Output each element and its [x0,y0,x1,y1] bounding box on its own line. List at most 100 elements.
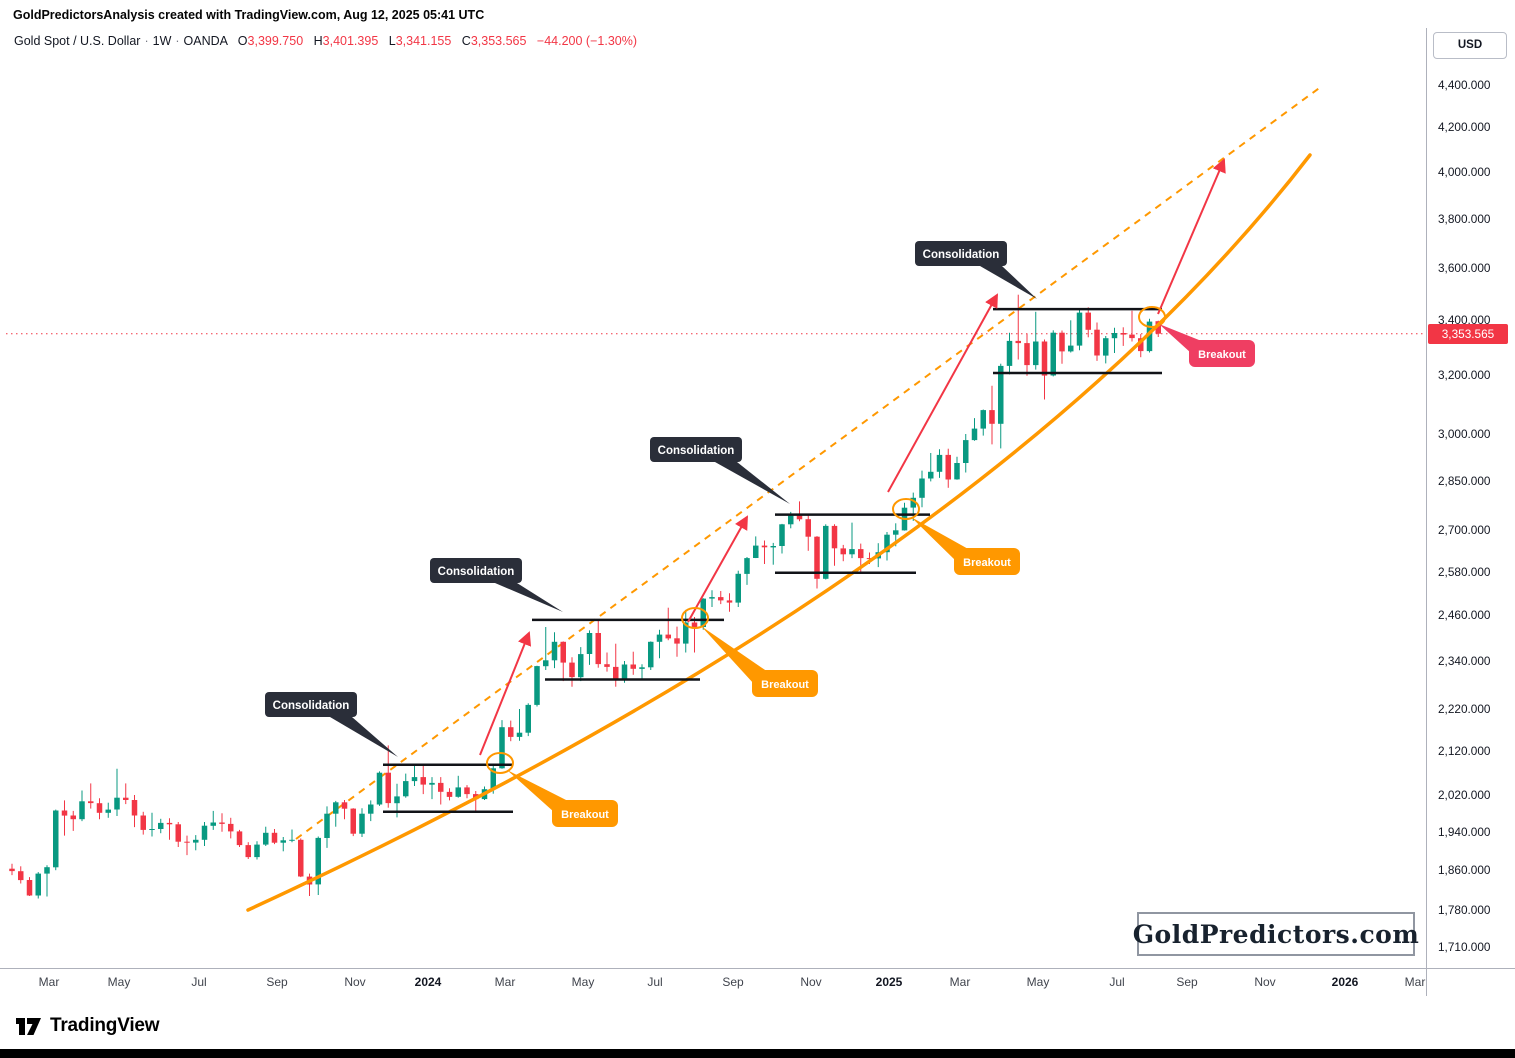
channel-upper-dashed-line[interactable] [295,85,1323,840]
price-axis-label: 1,710.000 [1438,940,1491,954]
interval-label[interactable]: 1W [152,34,172,48]
high-value: 3,401.395 [322,34,379,48]
candle-body [910,497,916,508]
time-axis-label[interactable]: May [1026,975,1050,989]
candle-body [236,831,243,846]
candle-body [210,822,216,826]
rally-arrow [687,515,748,623]
low-value: 3,341.155 [395,34,452,48]
consolidation-label: Consolidation [438,566,515,578]
candle-body [971,428,978,441]
candle-body [814,536,820,579]
time-axis-label[interactable]: Jul [647,975,663,989]
symbol-name[interactable]: Gold Spot / U.S. Dollar [14,34,141,48]
price-axis-label: 2,850.000 [1438,474,1491,488]
candle-body [1111,333,1118,339]
candle-body [464,787,470,795]
breakout-annotation[interactable]: Breakout [486,752,618,827]
candle-body [604,664,610,667]
tradingview-logo-text[interactable]: TradingView [50,1015,160,1036]
candle-body [796,515,803,520]
time-axis-label[interactable]: Nov [800,975,822,989]
candle-body [1085,312,1091,330]
price-axis-label: 3,600.000 [1438,261,1491,275]
breakout-annotation[interactable]: Breakout [681,607,818,697]
callout-pointer [507,770,568,812]
time-axis-label[interactable]: May [571,975,595,989]
time-axis-label[interactable]: Nov [344,975,366,989]
candle-body [630,664,636,669]
candle-body [534,666,540,705]
callout-pointer [701,626,768,684]
legend-separator: · [175,34,180,48]
time-axis-label[interactable]: Sep [722,975,744,989]
candle-body [280,840,286,843]
breakout-circle [681,607,709,629]
consolidation-annotation[interactable]: Consolidation [915,241,1162,375]
time-axis-label[interactable]: Sep [266,975,288,989]
time-axis-label[interactable]: Jul [191,975,207,989]
time-axis-label[interactable]: Jul [1109,975,1125,989]
breakout-label: Breakout [761,679,809,691]
price-axis[interactable]: USD 4,400.000 4,200.000 4,000.000 3,800.000… [1426,28,1515,996]
candle-body [998,365,1004,424]
time-axis-label[interactable]: Nov [1254,975,1276,989]
candle-body [884,534,890,553]
candle-body [744,558,750,574]
candle-body [893,530,899,535]
symbol-legend[interactable]: Gold Spot / U.S. Dollar · 1W · OANDA O3,399.… [14,34,637,48]
time-axis-label[interactable]: Mar [494,975,516,989]
callout-box [954,548,1020,575]
consolidation-annotation[interactable]: Consolidation [430,558,724,681]
candle-body [1120,333,1126,335]
candle-body [963,440,969,463]
candle-body [1155,321,1161,334]
candle-body [105,809,111,813]
candle-body [840,548,846,555]
currency-button[interactable]: USD [1433,32,1507,59]
time-axis-label[interactable]: 2026 [1331,975,1359,989]
consolidation-annotation[interactable]: Consolidation [650,437,930,575]
breakout-circle [486,752,514,774]
price-axis-label: 3,400.000 [1438,313,1491,327]
candle-body [788,515,794,525]
candle-body [866,558,873,560]
candle-body [184,841,190,843]
candle-body [1076,312,1083,346]
candlestick-series[interactable] [9,294,1161,899]
candle-body [44,867,50,874]
time-axis-label[interactable]: Mar [38,975,60,989]
time-axis-label[interactable]: 2025 [875,975,903,989]
breakout-annotation[interactable]: Breakout [1138,306,1255,367]
parabolic-support-curve[interactable] [246,153,1312,912]
time-axis-label[interactable]: Mar [949,975,971,989]
consolidation-annotation[interactable]: Consolidation [265,692,513,814]
time-axis-label[interactable]: Mar [1404,975,1426,989]
candle-body [1059,332,1065,352]
candle-body [263,832,269,845]
consolidation-label: Consolidation [923,249,1000,261]
time-axis-label[interactable]: May [107,975,131,989]
candle-body [980,410,986,429]
price-chart-pane[interactable]: Consolidation Consolidation Consolidation C… [0,0,1426,968]
breakout-circle [892,498,920,520]
candle-body [455,787,461,797]
candle-body [1068,345,1074,352]
tradingview-logo-icon[interactable] [14,1014,42,1038]
callout-box [650,437,742,462]
time-axis[interactable]: Mar May Jul Sep Nov 2024 Mar May Jul Sep Nov 2025 Ma… [0,968,1515,997]
candle-body [166,822,173,825]
candle-body [245,845,251,858]
price-axis-label: 2,340.000 [1438,654,1491,668]
candle-body [831,525,838,549]
candle-body [131,800,138,816]
candle-body [613,666,619,681]
candle-body [1024,343,1030,366]
time-axis-label[interactable]: 2024 [414,975,442,989]
candle-body [359,813,365,834]
candle-body [1103,338,1109,356]
price-axis-label: 2,580.000 [1438,565,1491,579]
time-axis-label[interactable]: Sep [1176,975,1198,989]
breakout-annotation[interactable]: Breakout [892,498,1020,575]
callout-box [1189,340,1255,367]
